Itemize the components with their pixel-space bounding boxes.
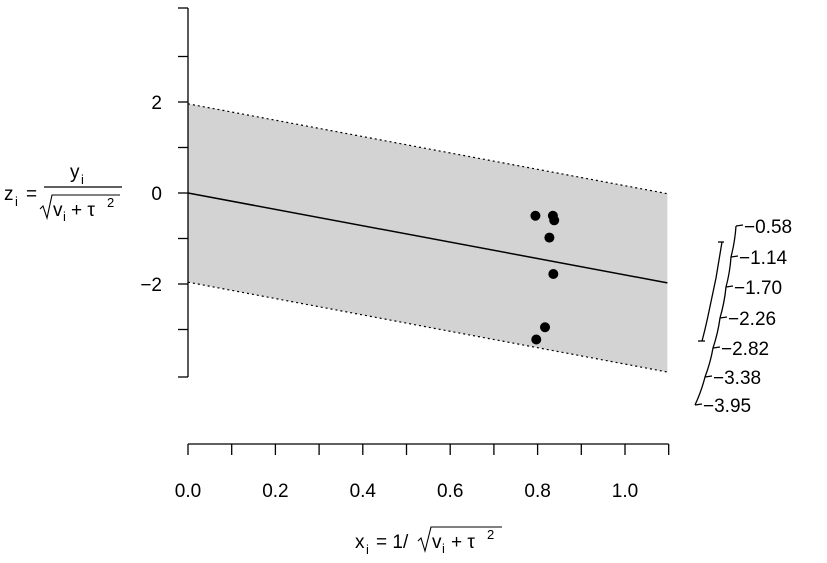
arc-tick (730, 255, 739, 258)
arc-tick-label: −3.38 (713, 368, 761, 389)
band-lower-bound (187, 281, 668, 373)
x-axis-title-eq: = 1/ (376, 532, 409, 553)
y-axis-title-numerator-sub: i (81, 172, 84, 187)
x-axis-title-exp: 2 (487, 527, 494, 542)
arc-tick-label: −2.26 (728, 309, 776, 330)
x-axis-title-x: x (355, 532, 365, 553)
band-upper-bound (187, 103, 668, 195)
y-axis: −2 0 2 (140, 7, 189, 378)
x-axis-title: x i = 1/ v i + τ 2 (355, 526, 502, 557)
x-tick-label: 0.6 (437, 481, 463, 502)
x-tick-label: 0.0 (175, 481, 201, 502)
y-axis-title-numerator: y (70, 162, 80, 183)
data-point (549, 215, 560, 226)
data-point (548, 268, 559, 279)
y-axis-title: z i = y i v i + τ 2 (4, 162, 122, 224)
arc-tick-label: −1.70 (734, 278, 782, 299)
data-point (531, 334, 542, 345)
x-tick-label: 0.2 (262, 481, 288, 502)
x-axis-title-plus: + τ (451, 532, 475, 553)
arc-tick (719, 316, 728, 319)
y-axis-title-den-v-sub: i (63, 209, 66, 224)
y-tick-label: 0 (151, 184, 162, 205)
y-tick-label: 2 (151, 93, 162, 114)
arc-tick (735, 224, 744, 227)
arc-tick-label: −3.95 (703, 396, 751, 417)
arc-scale: −0.58 −1.14 −1.70 −2.26 −2.82 −3.38 −3.95 (694, 217, 792, 417)
regression-line (187, 192, 668, 284)
x-axis-title-v: v (432, 532, 442, 553)
y-axis-title-den-plus: + τ (71, 200, 95, 221)
y-axis-title-den-exp: 2 (107, 195, 114, 210)
data-point (544, 232, 555, 243)
y-axis-title-z: z (4, 184, 14, 205)
x-axis-title-v-sub: i (442, 541, 445, 556)
x-tick-label: 0.8 (524, 481, 550, 502)
data-point (530, 210, 541, 221)
y-tick-label: −2 (140, 275, 162, 296)
arc-range-bracket (701, 241, 723, 342)
x-axis: 0.0 0.2 0.4 0.6 0.8 1.0 (175, 443, 670, 502)
x-axis-title-sqrt (417, 526, 502, 554)
y-axis-title-equals: = (26, 184, 37, 205)
arc-tick-label: −0.58 (744, 217, 792, 238)
x-tick-label: 0.4 (350, 481, 377, 502)
arc-tick-label: −2.82 (721, 339, 769, 360)
data-points-layer (530, 210, 560, 345)
arc-tick-label: −1.14 (739, 248, 788, 269)
y-axis-title-z-sub: i (15, 194, 18, 209)
arc-tick (725, 285, 734, 288)
regression-line-layer (187, 192, 668, 284)
data-point (540, 322, 551, 333)
y-axis-title-sqrt (39, 194, 120, 221)
arc-tick (704, 375, 713, 378)
x-tick-label: 1.0 (612, 481, 638, 502)
arc-tick (712, 346, 721, 349)
x-axis-title-x-sub: i (366, 542, 369, 557)
arc-tick (694, 403, 703, 406)
y-axis-title-den-v: v (53, 200, 63, 221)
